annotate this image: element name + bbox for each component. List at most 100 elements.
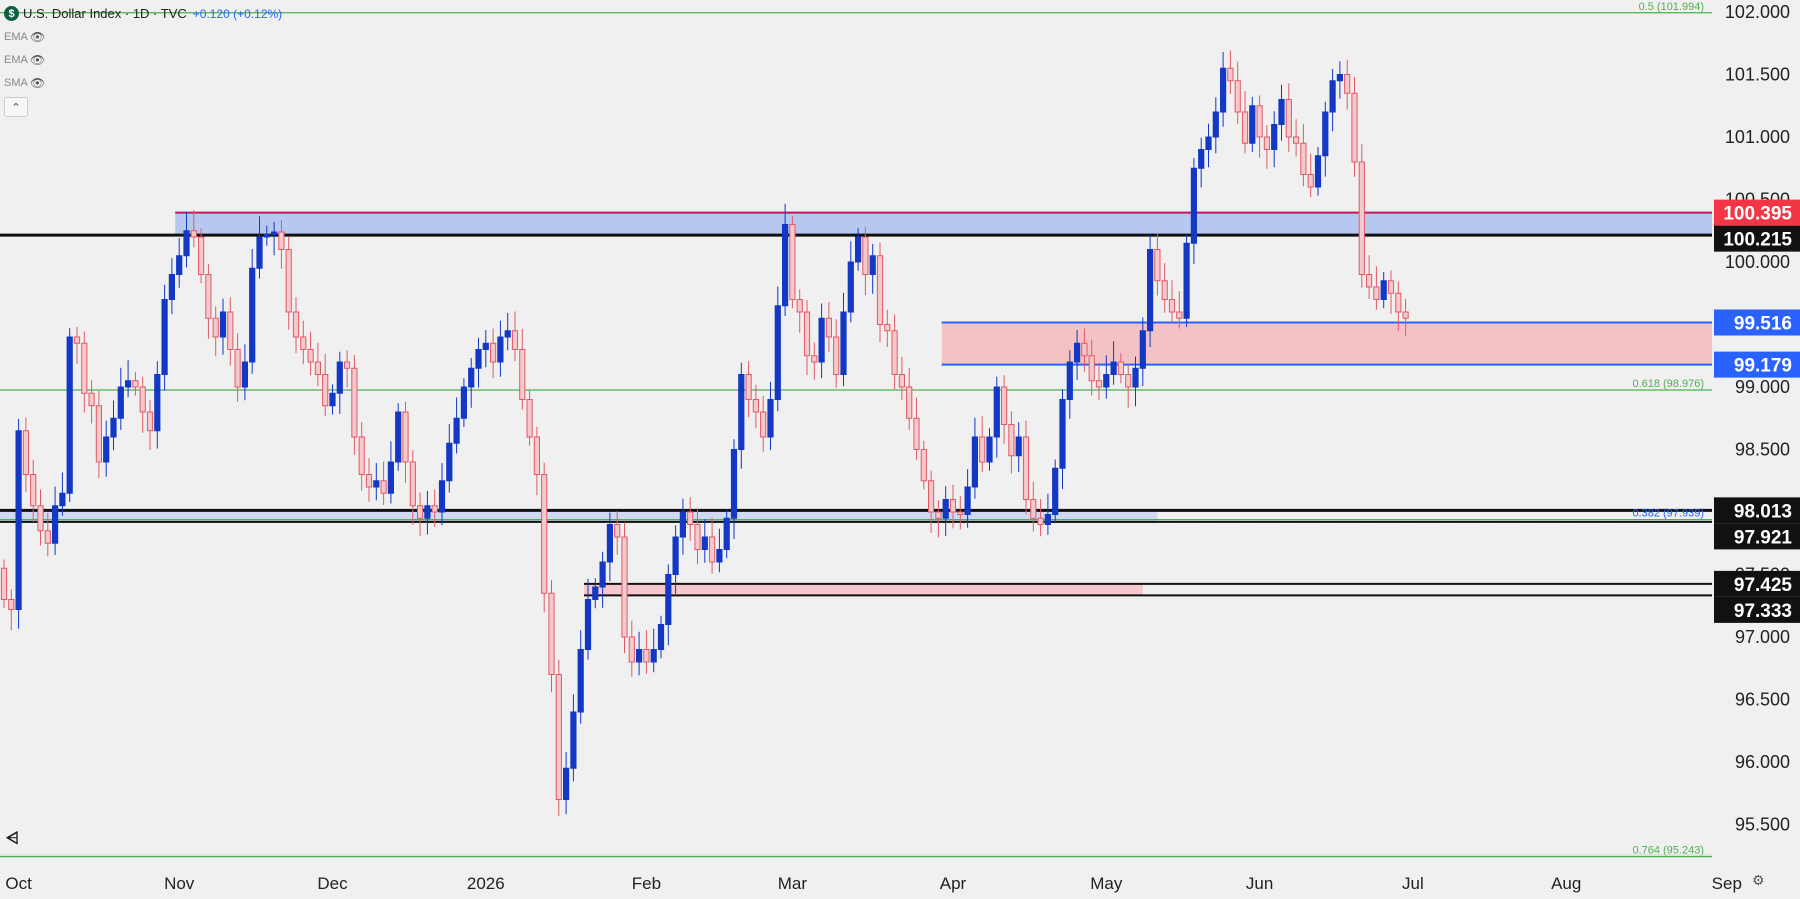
time-tick-label: Nov [164, 874, 195, 893]
price-tick-label: 101.000 [1725, 127, 1790, 147]
candle [402, 411, 409, 463]
candle [1030, 499, 1037, 519]
candle [694, 524, 701, 550]
candle [1329, 80, 1336, 113]
eye-off-icon[interactable]: 👁 [30, 75, 46, 90]
candle [219, 311, 227, 338]
candle [1227, 67, 1234, 82]
candle [241, 361, 249, 388]
candle [1373, 286, 1380, 300]
candle [1366, 274, 1373, 288]
candle [1008, 424, 1015, 457]
candle [73, 336, 81, 344]
candle [395, 411, 402, 463]
candle [599, 561, 606, 588]
candle [1052, 467, 1059, 515]
candle [1314, 155, 1322, 188]
candle [884, 324, 891, 332]
candle [460, 386, 467, 419]
candle [730, 449, 738, 519]
candle [825, 317, 832, 338]
candle [1263, 136, 1271, 150]
candle [665, 574, 672, 625]
symbol-title[interactable]: U.S. Dollar Index · 1D · TVC [23, 6, 187, 21]
zones-layer [0, 211, 1713, 597]
candle [22, 430, 29, 475]
candle [183, 230, 190, 257]
candle [723, 517, 730, 550]
time-tick-label: Jul [1402, 874, 1424, 893]
candle [278, 231, 285, 250]
candle [271, 231, 278, 235]
candle [1300, 142, 1307, 175]
candle [1351, 92, 1358, 163]
tradingview-logo-icon[interactable]: ⩤ [6, 830, 19, 847]
price-label: 97.921 [1734, 527, 1793, 548]
fib-label: 0.764 (95.243) [1632, 845, 1704, 857]
candle [358, 436, 365, 475]
candle [365, 474, 373, 488]
eye-off-icon[interactable]: 👁 [30, 52, 46, 67]
price-tick-label: 100.000 [1725, 252, 1790, 272]
candle [373, 480, 380, 488]
candle [1380, 280, 1387, 300]
indicator-row[interactable]: EMA 👁 [4, 48, 282, 71]
candle [855, 236, 862, 263]
candle [263, 234, 270, 238]
candle [650, 649, 657, 663]
candle [256, 236, 263, 269]
price-label-box [1714, 570, 1800, 597]
zone-support [941, 322, 1712, 365]
price-tick-label: 102.000 [1725, 2, 1790, 22]
candle [533, 436, 540, 475]
candle [563, 767, 570, 800]
candle [300, 336, 307, 350]
candle [1168, 299, 1176, 313]
candle [1044, 514, 1052, 525]
candle [1278, 99, 1285, 125]
candle [1001, 386, 1008, 425]
candle [993, 386, 1000, 438]
candle [176, 255, 183, 275]
candle [869, 255, 876, 275]
candle [687, 511, 694, 525]
candle [1037, 517, 1044, 525]
gear-icon[interactable]: ⚙ [1752, 872, 1765, 888]
candle [833, 336, 840, 375]
candle [249, 267, 256, 363]
candle [738, 374, 745, 450]
candle [964, 486, 971, 515]
indicator-row[interactable]: EMA 👁 [4, 25, 282, 48]
candle [957, 511, 964, 515]
candle [322, 374, 329, 407]
candle [584, 599, 592, 650]
price-tick-label: 96.000 [1735, 752, 1790, 772]
candle [139, 386, 146, 413]
candle [906, 386, 913, 419]
candle [314, 361, 321, 375]
time-tick-label: May [1090, 874, 1123, 893]
eye-off-icon[interactable]: 👁 [30, 29, 46, 44]
candle [745, 374, 752, 400]
candle [679, 511, 686, 538]
candle [913, 417, 920, 450]
chevron-up-icon[interactable]: ⌃ [4, 97, 28, 117]
candle [979, 436, 986, 463]
candle [1234, 80, 1241, 113]
candle [1198, 149, 1205, 169]
candle [1183, 242, 1190, 319]
price-tick-label: 98.500 [1735, 440, 1790, 460]
candle [1322, 111, 1329, 157]
candle [782, 224, 789, 307]
candle [803, 311, 811, 357]
candle [986, 436, 993, 463]
candle [161, 299, 168, 375]
candle [789, 224, 796, 300]
candle [285, 249, 292, 313]
candle [59, 492, 66, 507]
candle [760, 411, 767, 438]
candle [570, 711, 577, 769]
indicator-row[interactable]: SMA 👁 [4, 71, 282, 94]
candle [1147, 249, 1154, 332]
